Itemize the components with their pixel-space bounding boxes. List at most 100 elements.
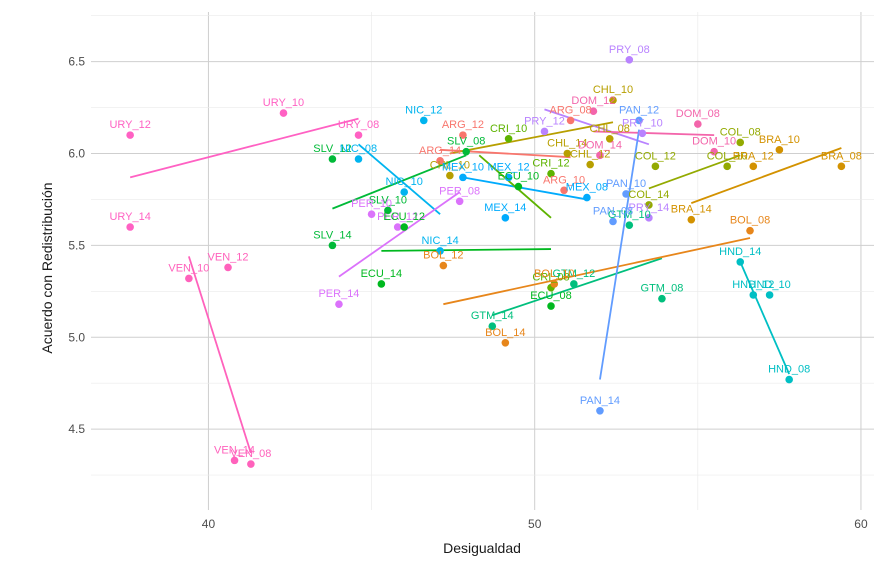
- data-point-gtm_10: [625, 221, 634, 229]
- data-point-col_10: [723, 162, 731, 171]
- point-label: PRY_10: [622, 117, 663, 129]
- trend-line-pry: [544, 108, 650, 146]
- data-point-mex_10: [459, 173, 467, 182]
- data-point-slv_10: [384, 206, 392, 215]
- point-label: VEN_14: [214, 444, 255, 456]
- trend-line-hnd: [739, 261, 790, 375]
- data-point-bol_10: [550, 280, 559, 288]
- data-point-arg_14: [436, 157, 444, 165]
- point-label: ECU_12: [383, 211, 425, 223]
- point-label: BOL_10: [534, 268, 574, 280]
- point-label: GTM_10: [608, 209, 651, 221]
- trend-line-per: [338, 191, 461, 278]
- data-point-gtm_14: [488, 322, 497, 331]
- trend-line-col: [648, 154, 741, 190]
- y-tick-label: 6.5: [68, 55, 85, 69]
- data-point-arg_10: [560, 186, 568, 195]
- data-point-cri_10: [504, 134, 513, 143]
- point-label: HND_14: [719, 246, 761, 258]
- point-label: PRY_14: [628, 202, 669, 214]
- data-point-slv_14: [328, 241, 337, 250]
- data-point-slv_08: [462, 147, 470, 156]
- point-label: DOM_12: [571, 95, 615, 107]
- point-label: PER_14: [318, 288, 359, 300]
- point-label: PAN_12: [619, 104, 659, 116]
- point-label: ECU_14: [361, 268, 403, 280]
- point-label: URY_08: [338, 119, 379, 131]
- point-label: VEN_08: [230, 448, 271, 460]
- data-point-chl_08: [605, 134, 614, 143]
- point-label: PER_08: [439, 185, 480, 197]
- data-point-bol_12: [439, 261, 448, 270]
- data-point-gtm_12: [570, 280, 578, 288]
- point-label: PRY_12: [524, 115, 565, 127]
- point-label: CRI_12: [532, 158, 569, 170]
- point-label: HND_12: [732, 279, 774, 291]
- point-label: COL_12: [635, 150, 676, 162]
- point-label: CHL_14: [547, 137, 587, 149]
- data-point-per_14: [335, 300, 343, 308]
- point-label: BRA_12: [733, 150, 774, 162]
- data-point-per_08: [455, 197, 464, 206]
- point-label: COL_08: [720, 126, 761, 138]
- y-axis-title: Acuerdo con Redistribución: [39, 182, 55, 353]
- data-point-col_08: [736, 138, 745, 147]
- point-label: BOL_14: [485, 327, 525, 339]
- point-label: VEN_12: [208, 251, 249, 263]
- point-label: NIC_08: [340, 143, 377, 155]
- point-label: PRY_08: [609, 44, 650, 56]
- trend-line-pan: [599, 129, 640, 380]
- point-label: MEX_12: [487, 161, 529, 173]
- data-point-pan_08: [609, 217, 617, 226]
- data-point-hnd_08: [785, 375, 793, 384]
- point-label: ARG_12: [442, 119, 484, 131]
- y-tick-label: 5.0: [68, 330, 85, 344]
- point-label: COL_10: [707, 150, 748, 162]
- y-axis-ticks: 4.5 5.0 5.5 6.0 6.5: [68, 55, 85, 437]
- data-point-pan_10: [622, 190, 630, 198]
- point-label: CRI_10: [490, 123, 527, 135]
- data-point-pry_08: [625, 55, 634, 64]
- data-point-nic_12: [419, 116, 428, 125]
- data-point-mex_08: [583, 193, 591, 202]
- data-points: [126, 55, 846, 468]
- trend-line-dom: [593, 130, 715, 137]
- data-point-ury_10: [279, 109, 288, 117]
- trend-line-ven: [188, 256, 252, 454]
- data-point-ecu_10: [514, 182, 523, 191]
- point-label: HND_10: [749, 279, 791, 291]
- point-label: PAN_10: [606, 178, 646, 190]
- data-point-chl_14: [563, 149, 572, 158]
- data-point-pan_12: [635, 116, 643, 125]
- y-tick-label: 6.0: [68, 146, 85, 160]
- point-label: BRA_10: [759, 134, 800, 146]
- data-point-per_10: [367, 210, 376, 218]
- data-point-chl_10: [446, 171, 454, 180]
- data-point-col_12: [651, 162, 660, 171]
- data-point-ven_10: [185, 274, 193, 283]
- point-label: ECU_08: [530, 290, 572, 302]
- data-point-ury_08: [354, 131, 363, 139]
- point-label: MEX_14: [484, 202, 526, 214]
- point-label: ARG_08: [549, 104, 591, 116]
- point-label: MEX_08: [566, 182, 608, 194]
- data-point-nic_08: [354, 155, 363, 163]
- data-point-bra_10: [775, 146, 784, 154]
- data-point-cri_12: [547, 169, 555, 178]
- point-label: NIC_14: [421, 235, 458, 247]
- data-point-ecu_12: [400, 223, 409, 231]
- point-label: COL_14: [628, 189, 669, 201]
- data-point-col_14: [645, 201, 653, 209]
- data-point-slv_12: [328, 155, 337, 163]
- grid: [91, 12, 874, 510]
- x-tick-label: 60: [854, 517, 868, 531]
- data-point-nic_10: [400, 188, 409, 196]
- trend-line-ecu: [381, 248, 552, 252]
- data-point-ury_12: [126, 131, 134, 139]
- point-label: PAN_08: [593, 205, 633, 217]
- data-point-nic_14: [436, 247, 444, 255]
- point-label: URY_12: [109, 119, 150, 131]
- point-label: SLV_12: [313, 143, 351, 155]
- point-label: MEX_10: [442, 161, 484, 173]
- point-label: URY_14: [109, 211, 150, 223]
